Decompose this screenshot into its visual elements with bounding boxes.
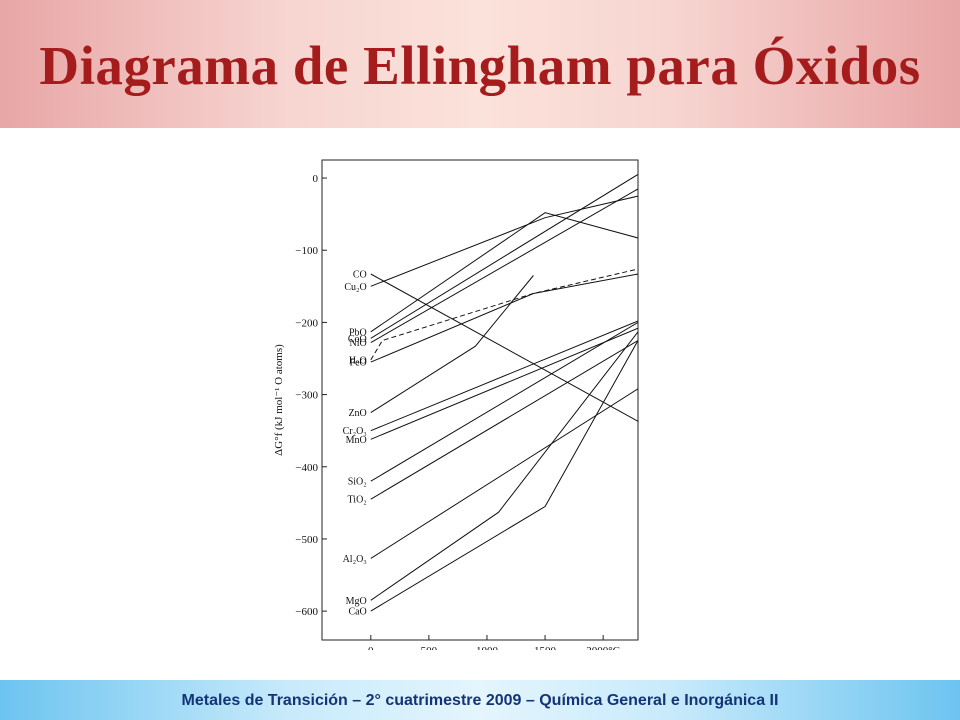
- series-label: SiO₂: [348, 477, 367, 488]
- x-tick-label: 1000: [476, 645, 499, 650]
- series-label: PbO: [349, 327, 367, 338]
- series-line-CoO: [370, 173, 639, 339]
- series-line-CO: [370, 273, 639, 422]
- series-line-TiO₂: [370, 340, 639, 500]
- chart-series: [370, 173, 639, 612]
- footer-text: Metales de Transición – 2° cuatrimestre …: [181, 692, 779, 709]
- series-line-MnO: [370, 327, 639, 440]
- series-line-Al₂O₃: [370, 388, 639, 559]
- y-tick-label: −100: [295, 245, 318, 257]
- series-label: TiO₂: [348, 495, 367, 506]
- series-line-Cu₂O: [370, 195, 639, 287]
- series-label: ZnO: [348, 408, 366, 419]
- series-line-ZnO: [370, 275, 534, 414]
- x-tick-label: 1500: [534, 645, 557, 650]
- series-line-SiO₂: [370, 321, 639, 482]
- series-label: MnO: [346, 435, 367, 446]
- series-label: MgO: [346, 596, 367, 607]
- y-tick-label: −500: [295, 534, 318, 546]
- series-line-CaO: [370, 340, 639, 612]
- series-label: Cu₂O: [344, 282, 366, 293]
- y-tick-label: −600: [295, 606, 318, 618]
- series-label: Al₂O₃: [343, 554, 367, 565]
- title-banner: Diagrama de Ellingham para Óxidos: [0, 0, 960, 128]
- chart-axes: [321, 159, 639, 641]
- series-label: NiO: [350, 338, 367, 349]
- series-label: H₂O: [349, 355, 367, 366]
- series-label: Cr₂O₃: [343, 426, 367, 437]
- y-tick-label: −400: [295, 462, 318, 474]
- y-axis-label: ΔG°f (kJ mol⁻¹ O atoms): [273, 344, 285, 456]
- series-line-FeO: [370, 273, 639, 363]
- series-line-H₂O: [370, 268, 639, 361]
- chart-tick-labels: 0 −100 −200 −300 −400 −500 −600 0 500 1000 1500 200…: [295, 173, 620, 650]
- series-label: CoO: [348, 334, 367, 345]
- page-title: Diagrama de Ellingham para Óxidos: [39, 35, 921, 96]
- series-label: CO: [353, 270, 367, 281]
- y-tick-label: −200: [295, 317, 318, 329]
- series-label: CaO: [348, 607, 366, 618]
- series-line-Cr₂O₃: [370, 320, 639, 432]
- x-tick-label: 0: [368, 645, 374, 650]
- series-line-MgO: [370, 331, 639, 601]
- series-line-NiO: [370, 188, 639, 344]
- footer-banner: Metales de Transición – 2° cuatrimestre …: [0, 680, 960, 720]
- series-line-PbO: [370, 212, 639, 333]
- y-tick-label: 0: [313, 173, 319, 185]
- plot-frame: [321, 159, 639, 641]
- x-tick-label: 2000°C: [586, 645, 620, 650]
- y-tick-label: −300: [295, 390, 318, 402]
- series-label: FeO: [350, 358, 367, 369]
- x-tick-label: 500: [421, 645, 438, 650]
